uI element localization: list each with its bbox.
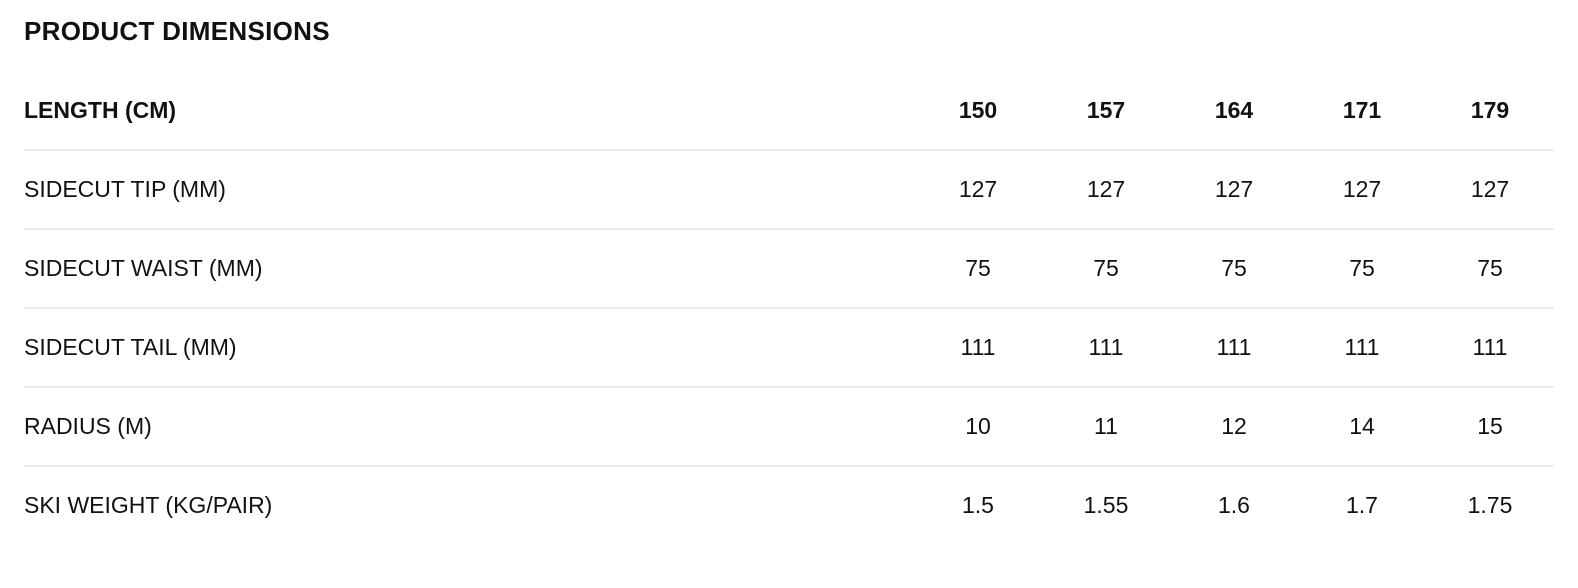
table-cell: 127: [1298, 150, 1426, 230]
table-cell: 1.6: [1218, 492, 1250, 518]
table-cell: 127: [1170, 150, 1298, 230]
table-cell: 111: [1426, 308, 1554, 388]
header-cell: 164: [1170, 72, 1298, 151]
table-cell: 75: [914, 229, 1042, 309]
table-cell: 127: [1042, 150, 1170, 230]
table-row: SKI WEIGHT (KG/PAIR) 1.5 1.55 1.6 1.7 1.75: [24, 466, 1554, 544]
table-cell: 127: [914, 150, 1042, 230]
row-label: SIDECUT TIP (MM): [24, 150, 914, 230]
table-cell: 75: [1042, 229, 1170, 309]
row-label: SKI WEIGHT (KG/PAIR): [24, 492, 273, 518]
table-cell: 75: [1170, 229, 1298, 309]
table-row: SIDECUT TAIL (MM) 111 111 111 111 111: [24, 308, 1554, 388]
dimensions-table: LENGTH (CM) 150 157 164 171 179 SIDECUT …: [24, 72, 1554, 544]
table-cell: 111: [1170, 308, 1298, 388]
table-cell: 1.5: [962, 492, 994, 518]
table-cell: 111: [1042, 308, 1170, 388]
table-cell: 15: [1426, 387, 1554, 467]
header-cell: 150: [914, 72, 1042, 151]
table-cell: 12: [1170, 387, 1298, 467]
row-label: SIDECUT WAIST (MM): [24, 229, 914, 309]
table-row: SIDECUT TIP (MM) 127 127 127 127 127: [24, 150, 1554, 230]
table-cell: 10: [914, 387, 1042, 467]
table-cell: 111: [1298, 308, 1426, 388]
table-cell: 127: [1426, 150, 1554, 230]
header-row: LENGTH (CM) 150 157 164 171 179: [24, 72, 1554, 151]
table-cell: 111: [914, 308, 1042, 388]
table-row: RADIUS (M) 10 11 12 14 15: [24, 387, 1554, 467]
header-cell: 157: [1042, 72, 1170, 151]
row-label: RADIUS (M): [24, 387, 914, 467]
header-label: LENGTH (CM): [24, 72, 914, 151]
table-cell: 1.55: [1083, 492, 1129, 518]
section-title: PRODUCT DIMENSIONS: [24, 16, 330, 46]
table-cell: 1.7: [1346, 492, 1378, 518]
table-row: SIDECUT WAIST (MM) 75 75 75 75 75: [24, 229, 1554, 309]
header-cell: 171: [1298, 72, 1426, 151]
table-cell: 75: [1426, 229, 1554, 309]
table-cell: 1.75: [1467, 492, 1513, 518]
header-cell: 179: [1426, 72, 1554, 151]
table-cell: 14: [1298, 387, 1426, 467]
table-cell: 11: [1042, 387, 1170, 467]
table-cell: 75: [1298, 229, 1426, 309]
row-label: SIDECUT TAIL (MM): [24, 308, 914, 388]
